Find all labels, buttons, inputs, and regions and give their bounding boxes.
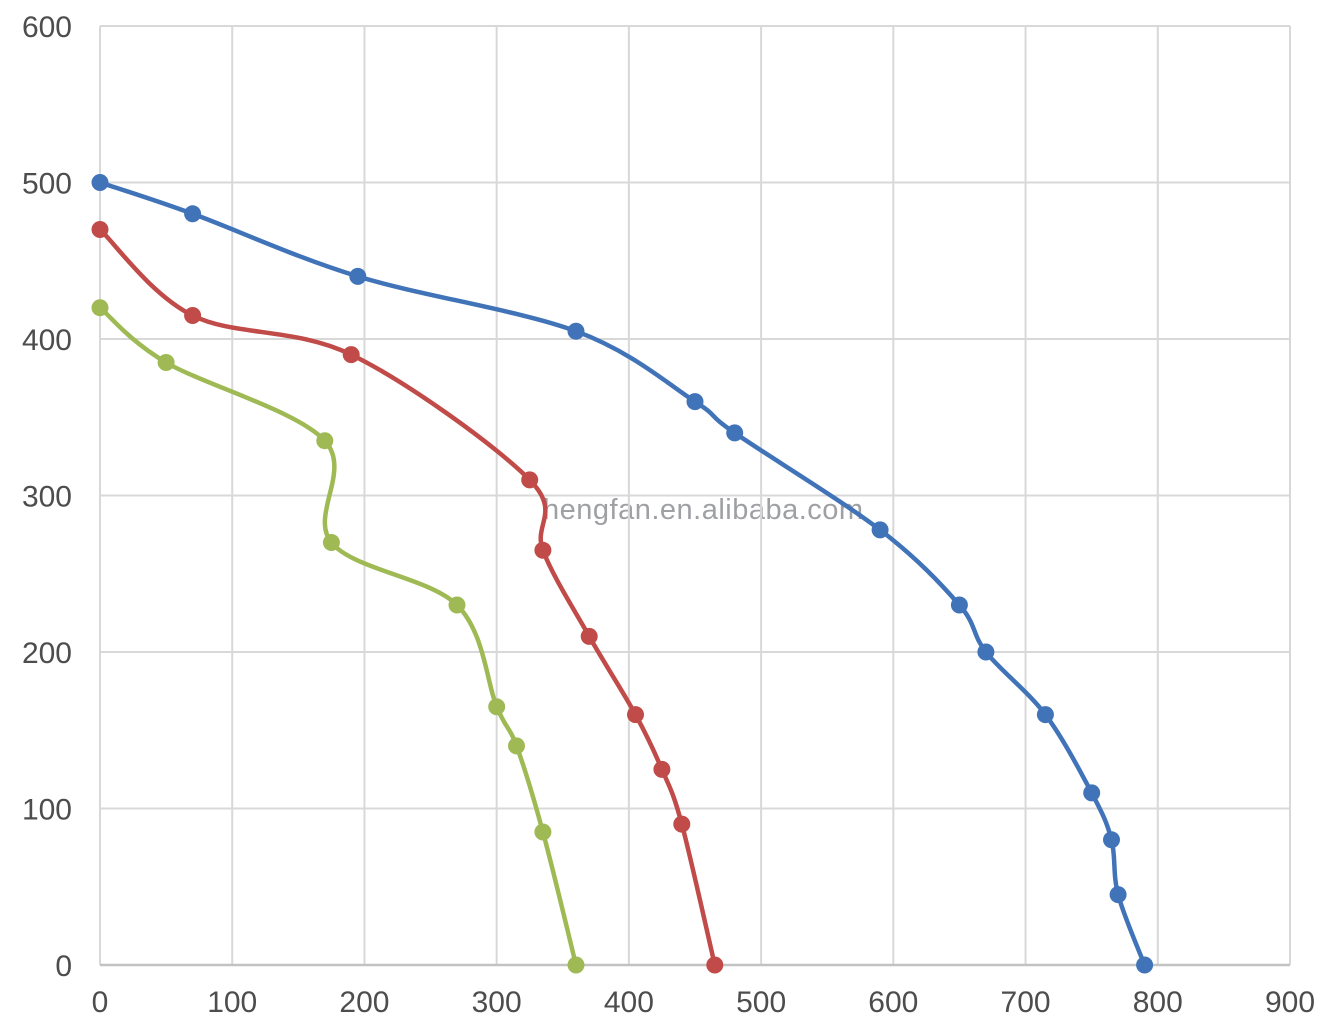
y-tick-label: 400 [22, 324, 72, 357]
series-green-marker [534, 823, 552, 841]
x-tick-label: 800 [1133, 986, 1183, 1019]
series-blue-marker [184, 205, 202, 223]
x-tick-label: 100 [207, 986, 257, 1019]
axis-tick-labels: 0 100 200 300 400 500 600 700 800 900 0 100 200 300 40… [22, 11, 1315, 1019]
x-tick-label: 400 [604, 986, 654, 1019]
series-green-marker [91, 299, 109, 317]
x-tick-label: 700 [1001, 986, 1051, 1019]
series-blue-marker [686, 393, 704, 411]
series-blue-marker [1083, 784, 1101, 802]
series-red-marker [580, 627, 598, 645]
y-tick-label: 300 [22, 481, 72, 514]
series-green-marker [157, 354, 175, 371]
series-green-marker [448, 596, 466, 614]
series-blue-marker [871, 521, 889, 539]
series-red-marker [673, 815, 691, 833]
x-tick-label: 600 [868, 986, 918, 1019]
series-red-marker [342, 346, 360, 364]
series-blue-marker [349, 267, 367, 285]
series-blue-marker [950, 596, 968, 614]
series-blue [91, 174, 1154, 974]
x-tick-label: 200 [339, 986, 389, 1019]
y-tick-label: 500 [22, 168, 72, 201]
y-tick-label: 600 [22, 11, 72, 44]
series-blue-marker [1036, 706, 1054, 724]
series-green [91, 299, 585, 974]
series-red-marker [706, 956, 724, 974]
series-green-marker [488, 698, 506, 716]
series-green-marker [567, 956, 585, 974]
series-blue-marker [567, 322, 585, 340]
series-green-marker [316, 432, 334, 450]
y-tick-label: 100 [22, 794, 72, 827]
series-red-marker [91, 221, 109, 238]
series-blue-marker [1103, 831, 1120, 849]
x-tick-label: 900 [1265, 986, 1315, 1019]
series-green-line [97, 305, 579, 968]
x-tick-label: 500 [736, 986, 786, 1019]
x-tick-label: 0 [92, 986, 109, 1019]
series-red [91, 221, 724, 974]
series-red-marker [627, 706, 644, 724]
series-green-marker [322, 534, 340, 551]
x-tick-label: 300 [472, 986, 522, 1019]
series-blue-marker [1109, 886, 1127, 904]
series-blue-marker [1136, 956, 1154, 974]
watermark-text: hengfan.en.alibaba.com [543, 494, 864, 526]
series-green-marker [508, 737, 525, 755]
series-red-marker [653, 760, 671, 778]
series-blue-marker [726, 424, 744, 442]
series-red-marker [184, 307, 202, 324]
series-blue-marker [977, 643, 995, 661]
series-blue-line [97, 180, 1147, 968]
gridlines [99, 25, 1291, 967]
series-red-marker [521, 471, 539, 489]
y-tick-label: 200 [22, 637, 72, 670]
y-tick-label: 0 [55, 950, 72, 983]
series-red-marker [534, 541, 552, 559]
series-blue-marker [91, 174, 109, 191]
